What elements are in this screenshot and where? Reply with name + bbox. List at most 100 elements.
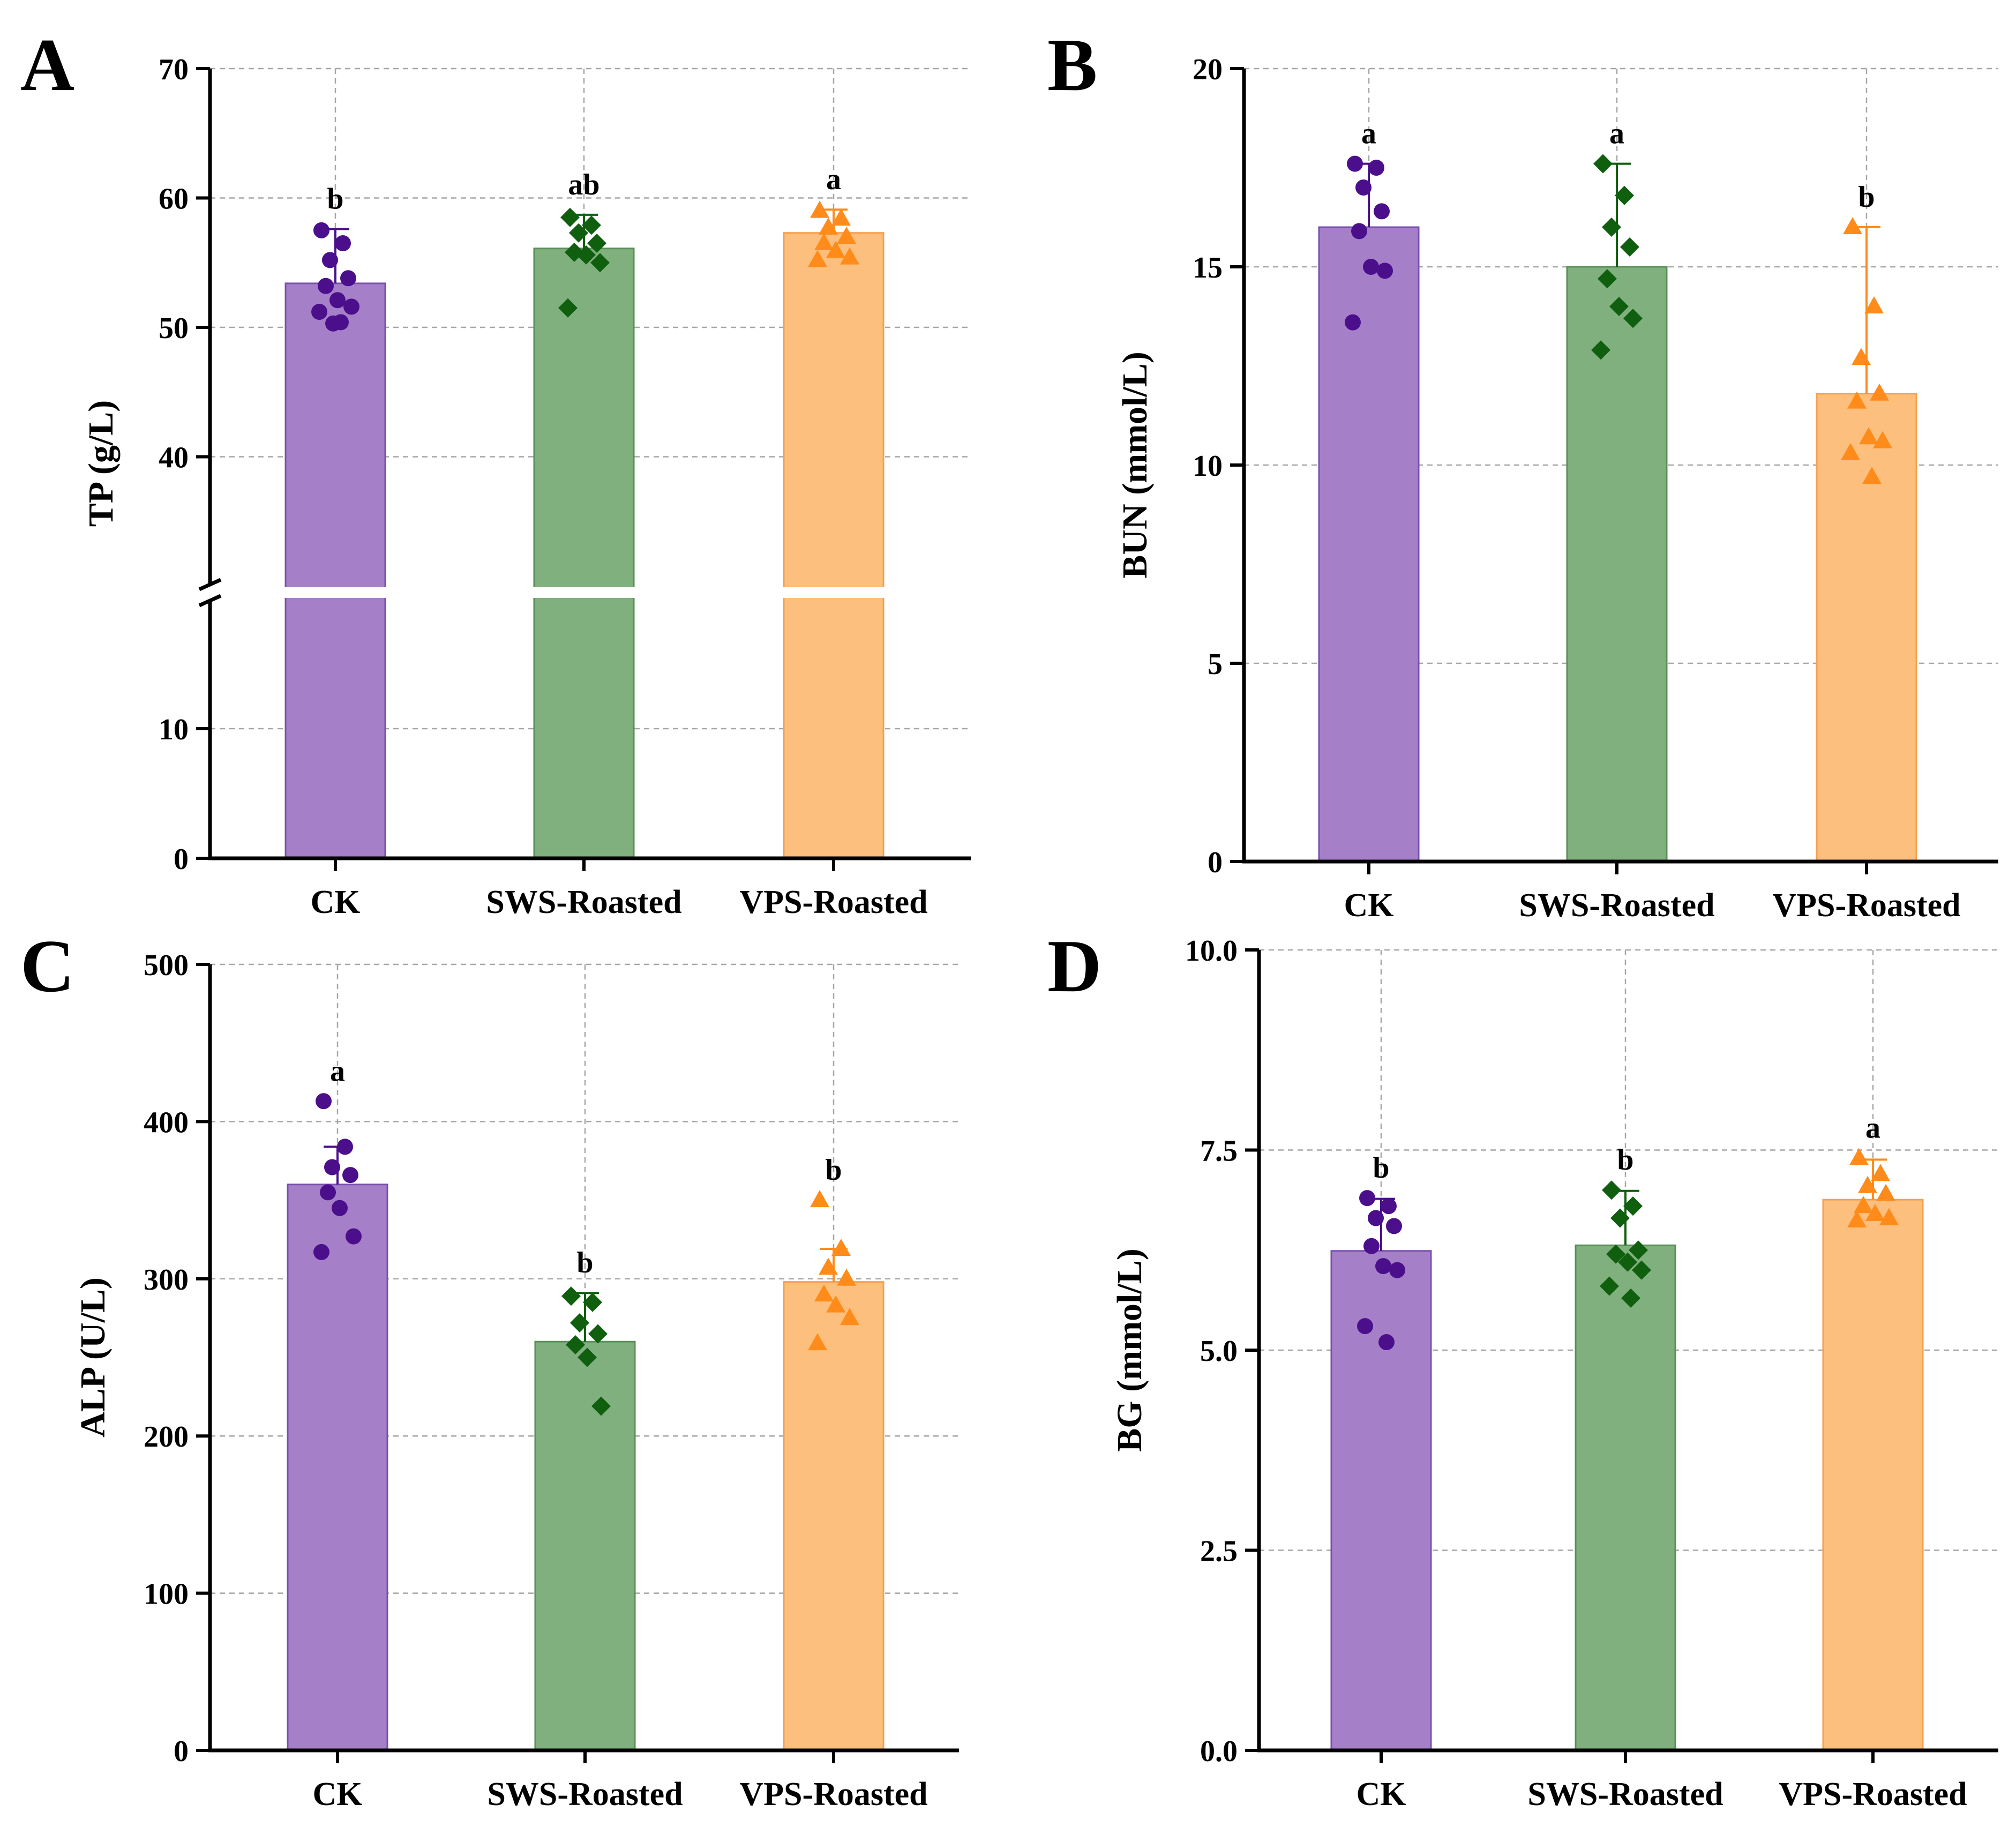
data-point [316,1093,332,1110]
axis-break-mark [198,594,222,608]
y-tick-label: 5 [1208,648,1223,681]
x-tick-label: VPS-Roasted [1779,1776,1967,1813]
bar [534,1341,636,1751]
significance-label: a [330,1054,345,1088]
y-tick-label: 20 [1193,53,1223,86]
data-point [322,252,338,268]
data-point [1375,1258,1391,1275]
y-tick-label: 0.0 [1200,1735,1238,1768]
data-point [1374,203,1390,220]
data-point [831,208,851,226]
data-point [340,270,356,287]
data-point [558,298,578,318]
x-tick-label: CK [311,884,361,920]
y-tick-label: 50 [159,312,189,345]
data-point [561,1286,581,1306]
data-point [1623,1196,1643,1216]
data-point [1870,383,1889,401]
data-point [810,1190,829,1208]
data-point [810,200,829,218]
data-point [819,1257,838,1275]
significance-label: b [1858,181,1875,214]
data-point [313,222,329,238]
data-point [1345,314,1361,331]
data-point [1618,1252,1637,1272]
data-point [1381,1198,1397,1215]
data-point [311,304,327,320]
data-point [1368,160,1384,176]
data-point [590,253,610,273]
data-point [1847,1210,1867,1227]
data-point [1355,179,1372,196]
chart-panel-a: Ab ab a 0 10 40 50 60 70 CK SWS-Roasted VPS-Roasted… [20,24,974,920]
significance-label: ab [568,168,599,201]
x-tick-label: SWS-Roasted [1519,887,1714,924]
data-point [1363,259,1379,275]
data-point [1629,1240,1648,1260]
data-point [337,1139,353,1155]
data-point [582,215,601,235]
x-tick-label: VPS-Roasted [739,884,927,920]
x-tick-label: CK [1357,1776,1406,1813]
data-point [332,1200,348,1216]
y-tick-label: 40 [159,441,189,475]
bar [783,232,885,859]
y-tick-label: 500 [144,949,189,982]
axis-break-mark [198,578,222,591]
bar [1575,1244,1676,1751]
data-point [1598,269,1617,289]
data-point [814,233,834,251]
y-axis-title: ALP (U/L) [73,1277,113,1437]
y-tick-label: 15 [1193,251,1223,284]
data-point [1363,1238,1380,1254]
data-point [1623,309,1643,328]
y-tick-label: 100 [144,1578,189,1611]
data-point [831,1239,851,1256]
y-tick-label: 200 [144,1420,189,1454]
data-point [840,247,859,265]
panel-letter: B [1047,24,1097,107]
data-point [1620,237,1639,257]
data-point [343,298,359,315]
data-point [826,1295,845,1313]
data-point [1615,185,1634,205]
data-point [1841,443,1860,460]
chart-panel-b: Ba a b 0 5 10 15 20 CK SWS-Roasted VPS-Roasted BUN … [1047,24,1998,924]
x-tick-label: SWS-Roasted [486,884,681,920]
bar [1318,226,1420,863]
y-axis-title: BG (mmol/L) [1110,1248,1149,1451]
data-point [576,245,596,265]
data-point [840,1308,859,1326]
x-tick-label: CK [313,1776,363,1813]
data-point [808,1333,827,1351]
data-point [1610,1208,1630,1228]
y-tick-label: 7.5 [1200,1135,1238,1168]
data-point [1368,1210,1384,1226]
y-tick-label: 5.0 [1200,1335,1238,1368]
data-point [318,278,334,294]
data-point [1600,1276,1619,1296]
x-tick-label: VPS-Roasted [739,1776,927,1813]
data-point [1864,296,1884,313]
data-point [1609,297,1629,316]
data-point [1389,1262,1405,1278]
data-point [1351,223,1367,239]
significance-label: b [1617,1143,1633,1177]
bar [783,1281,885,1751]
data-point [329,292,346,309]
significance-label: a [1361,117,1376,151]
panel-letter: C [20,925,74,1008]
data-point [1386,1218,1402,1234]
data-point [1876,1184,1895,1201]
panel-letter: D [1047,925,1101,1008]
data-point [324,1159,340,1175]
significance-label: b [1373,1151,1389,1185]
data-point [1859,427,1878,445]
y-tick-label: 10.0 [1185,934,1238,968]
data-point [591,1396,611,1416]
significance-label: b [576,1246,593,1279]
data-point [1854,1196,1873,1214]
bar [1816,393,1917,863]
y-tick-label: 400 [144,1106,189,1139]
data-point [1843,217,1862,234]
